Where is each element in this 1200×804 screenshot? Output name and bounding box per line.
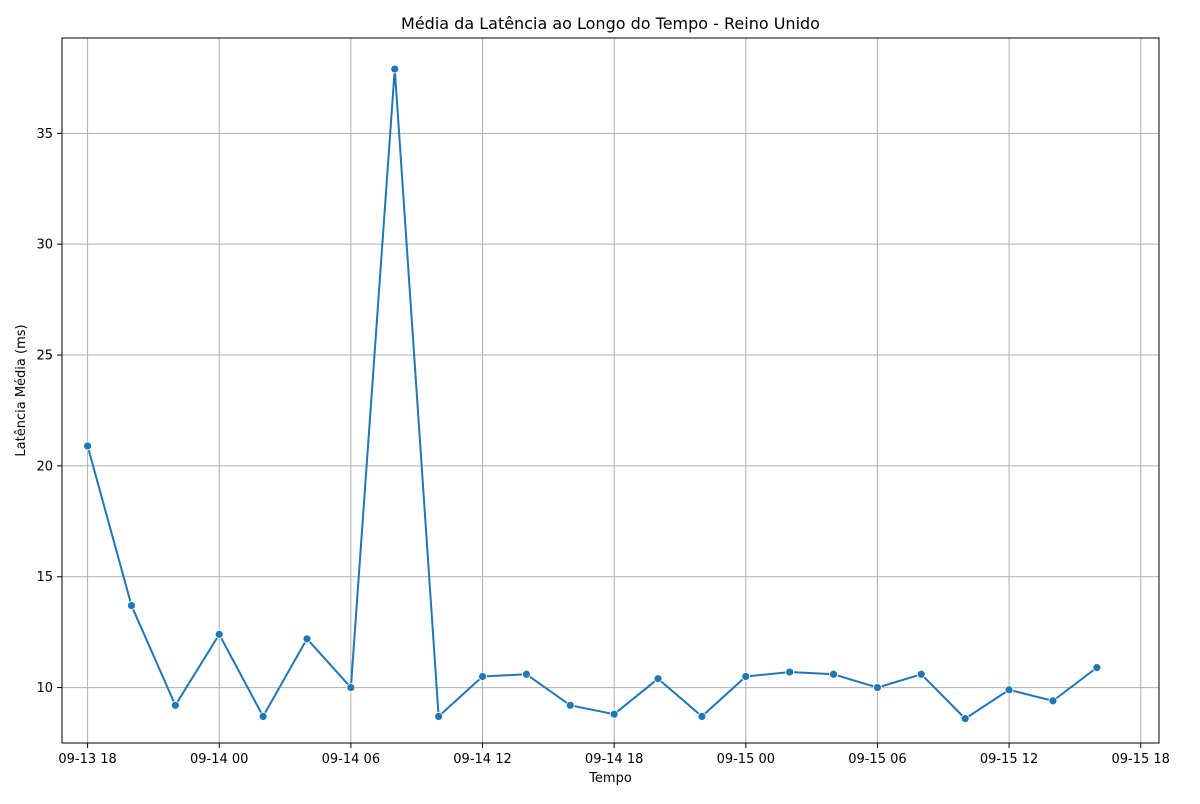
data-point bbox=[697, 711, 707, 721]
x-tick-label: 09-14 00 bbox=[190, 752, 248, 767]
data-point bbox=[565, 700, 575, 710]
y-tick-label: 10 bbox=[36, 681, 53, 696]
plot-area-frame bbox=[61, 37, 1160, 744]
x-tick-label: 09-15 00 bbox=[717, 752, 775, 767]
data-point bbox=[1048, 696, 1058, 706]
y-axis-ticks: 10 15 20 25 30 35 bbox=[36, 127, 62, 696]
data-point bbox=[1004, 685, 1014, 695]
x-tick-label: 09-15 18 bbox=[1111, 752, 1169, 767]
x-axis-ticks: 09-13 18 09-14 00 09-14 06 09-14 12 09-14 18… bbox=[58, 743, 1170, 767]
data-point bbox=[960, 714, 970, 724]
data-point bbox=[1092, 663, 1102, 673]
x-tick-label: 09-13 18 bbox=[58, 752, 116, 767]
data-point bbox=[390, 64, 400, 74]
data-point bbox=[346, 683, 356, 692]
data-point bbox=[785, 667, 795, 677]
data-point bbox=[83, 441, 92, 451]
data-point bbox=[478, 672, 487, 681]
grid bbox=[62, 38, 1159, 743]
data-point bbox=[127, 601, 136, 610]
data-point bbox=[434, 711, 444, 721]
x-tick-label: 09-14 12 bbox=[453, 752, 511, 767]
data-point bbox=[829, 669, 838, 679]
series-line bbox=[86, 68, 1098, 720]
y-tick-label: 25 bbox=[36, 349, 53, 364]
data-point bbox=[214, 629, 224, 639]
data-point bbox=[916, 669, 926, 679]
x-tick-label: 09-14 18 bbox=[585, 752, 643, 767]
y-axis-label: Latência Média (ms) bbox=[14, 324, 29, 456]
series-layer bbox=[83, 64, 1102, 724]
data-point bbox=[653, 674, 663, 684]
y-tick-label: 30 bbox=[36, 238, 53, 253]
chart-title: Média da Latência ao Longo do Tempo - Re… bbox=[401, 14, 820, 33]
x-tick-label: 09-14 06 bbox=[322, 752, 380, 767]
y-tick-label: 35 bbox=[36, 127, 53, 142]
x-axis-label: Tempo bbox=[588, 771, 632, 786]
x-tick-label: 09-15 06 bbox=[848, 752, 906, 767]
y-tick-label: 15 bbox=[36, 570, 53, 585]
data-point bbox=[741, 672, 751, 681]
x-tick-label: 09-15 12 bbox=[980, 752, 1038, 767]
data-point bbox=[521, 669, 531, 679]
y-tick-label: 20 bbox=[36, 459, 53, 474]
data-point bbox=[873, 683, 882, 692]
data-point bbox=[302, 634, 312, 644]
data-point bbox=[258, 711, 268, 721]
data-point bbox=[609, 709, 619, 719]
data-point bbox=[170, 700, 180, 710]
axes bbox=[61, 37, 1160, 744]
